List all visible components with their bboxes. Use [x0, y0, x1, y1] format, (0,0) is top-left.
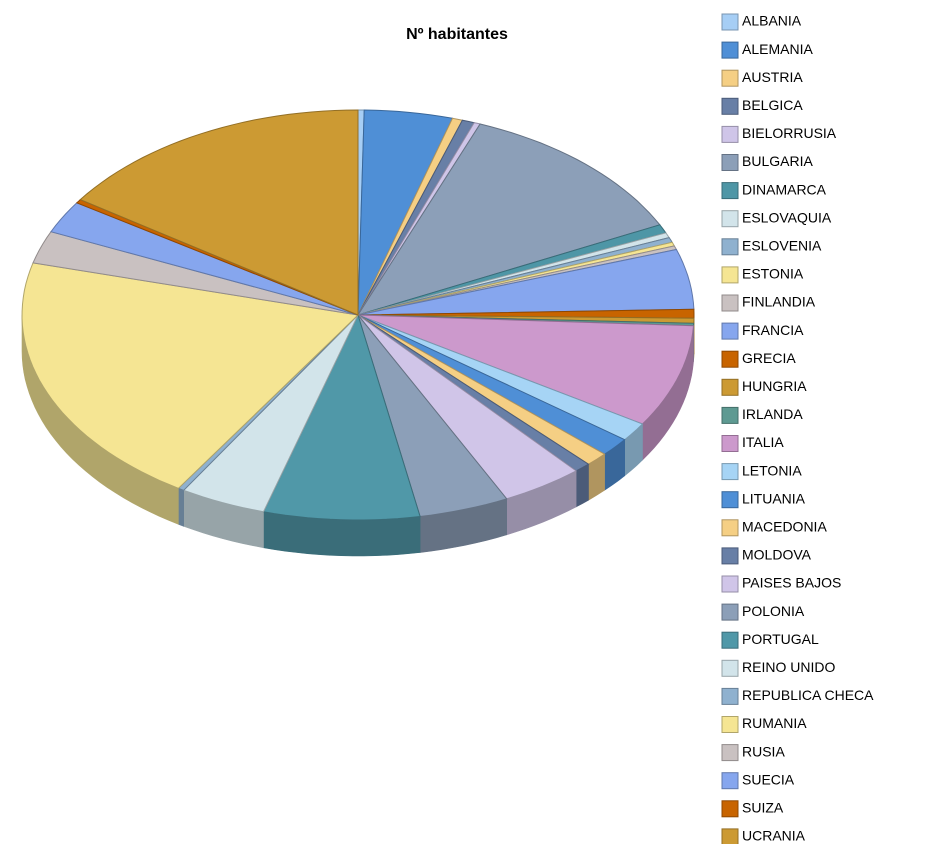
pie-slice [357, 314, 508, 518]
legend-swatch [721, 182, 739, 200]
legend-swatch [721, 294, 739, 312]
pie-slice [357, 314, 695, 425]
legend-swatch [721, 69, 739, 87]
legend-swatch [721, 125, 739, 143]
legend-label: REPUBLICA CHECA [742, 687, 874, 703]
legend-swatch [721, 13, 739, 31]
legend-label: ESTONIA [742, 266, 804, 282]
legend-label: IRLANDA [742, 406, 803, 422]
legend-swatch [721, 603, 739, 621]
legend-label: ALEMANIA [742, 41, 813, 57]
legend-swatch [721, 435, 739, 452]
slice-side [575, 463, 589, 508]
legend-swatch [721, 716, 739, 733]
legend-swatch [721, 41, 739, 59]
legend-label: RUSIA [742, 743, 785, 759]
legend-label: UCRANIA [742, 828, 806, 844]
legend-label: SUECIA [742, 771, 795, 787]
legend-swatch [721, 547, 739, 565]
legend-label: FINLANDIA [742, 294, 816, 310]
legend-swatch [721, 800, 739, 818]
legend-label: LETONIA [742, 462, 802, 478]
legend-label: GRECIA [742, 350, 796, 366]
legend-label: PAISES BAJOS [742, 575, 841, 591]
legend-label: REINO UNIDO [742, 659, 835, 675]
legend-swatch [721, 238, 739, 256]
pie-slice [50, 202, 359, 316]
legend-swatch [721, 350, 739, 368]
pie-slice [79, 109, 359, 316]
legend-swatch [721, 744, 739, 762]
legend-label: MACEDONIA [742, 519, 827, 535]
legend-label: ESLOVAQUIA [742, 209, 832, 225]
legend-label: RUMANIA [742, 715, 807, 731]
pie-slice [32, 231, 359, 316]
legend-swatch [721, 491, 739, 509]
legend-label: PORTUGAL [742, 631, 819, 647]
pie-slice [182, 314, 359, 513]
legend-label: ALBANIA [742, 13, 802, 29]
legend-swatch [721, 406, 739, 424]
legend: ALBANIA ALEMANIA AUSTRIA BELGICA BIELORRUSIA… [721, 13, 874, 844]
legend-label: BIELORRUSIA [742, 125, 837, 141]
legend-swatch [721, 519, 739, 537]
legend-swatch [721, 659, 739, 677]
legend-swatch [721, 97, 739, 115]
legend-swatch [721, 266, 739, 284]
legend-swatch [721, 378, 739, 396]
legend-label: MOLDOVA [742, 547, 812, 563]
pie-sides [21, 314, 695, 557]
legend-label: ESLOVENIA [742, 238, 822, 254]
legend-label: DINAMARCA [742, 181, 827, 197]
pie-slice [357, 248, 695, 316]
legend-label: ITALIA [742, 434, 784, 450]
legend-label: SUIZA [742, 800, 784, 816]
legend-swatch [721, 631, 739, 649]
legend-label: LITUANIA [742, 490, 806, 506]
pie-slice [356, 123, 661, 316]
chart-title: Nº habitantes [406, 26, 508, 43]
legend-swatch [721, 575, 739, 593]
legend-swatch [721, 154, 739, 171]
legend-swatch [721, 322, 739, 340]
legend-label: FRANCIA [742, 322, 804, 338]
pie-tops [21, 109, 695, 521]
legend-label: POLONIA [742, 603, 805, 619]
legend-swatch [721, 210, 739, 228]
legend-label: BULGARIA [742, 153, 813, 169]
legend-swatch [721, 772, 739, 790]
legend-swatch [721, 687, 739, 705]
legend-label: HUNGRIA [742, 378, 807, 394]
pie-slice [357, 314, 578, 500]
slice-side [178, 487, 184, 527]
pie-slice [21, 262, 360, 489]
legend-label: BELGICA [742, 97, 803, 113]
legend-swatch [721, 463, 739, 481]
pie-slice [357, 109, 454, 316]
pie-slice [262, 313, 421, 521]
legend-swatch [721, 828, 739, 844]
legend-label: AUSTRIA [742, 69, 803, 85]
